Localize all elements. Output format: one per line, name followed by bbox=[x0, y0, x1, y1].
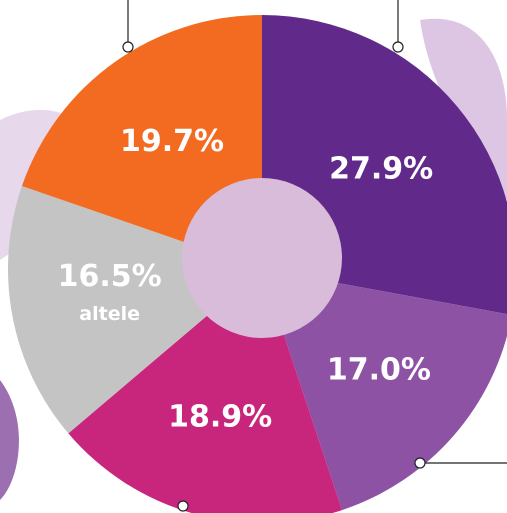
donut-hole bbox=[182, 178, 342, 338]
slice bbox=[262, 269, 507, 511]
value-label: 27.9% bbox=[329, 151, 433, 186]
leader-dot bbox=[122, 41, 134, 53]
value-label: 17.0% bbox=[327, 352, 431, 387]
leader-lines bbox=[122, 0, 507, 512]
value-label: 16.5% bbox=[58, 259, 162, 294]
leader-dot bbox=[414, 457, 426, 469]
pie bbox=[8, 15, 507, 513]
background-swirl bbox=[0, 380, 19, 500]
leader-dot bbox=[392, 41, 404, 53]
leader-dot bbox=[177, 500, 189, 512]
value-label: 18.9% bbox=[168, 400, 272, 435]
category-label: altele bbox=[79, 303, 140, 325]
value-label: 19.7% bbox=[120, 124, 224, 159]
labels: 27.9% 17.0% 18.9% 16.5% altele 19.7% bbox=[58, 124, 434, 434]
